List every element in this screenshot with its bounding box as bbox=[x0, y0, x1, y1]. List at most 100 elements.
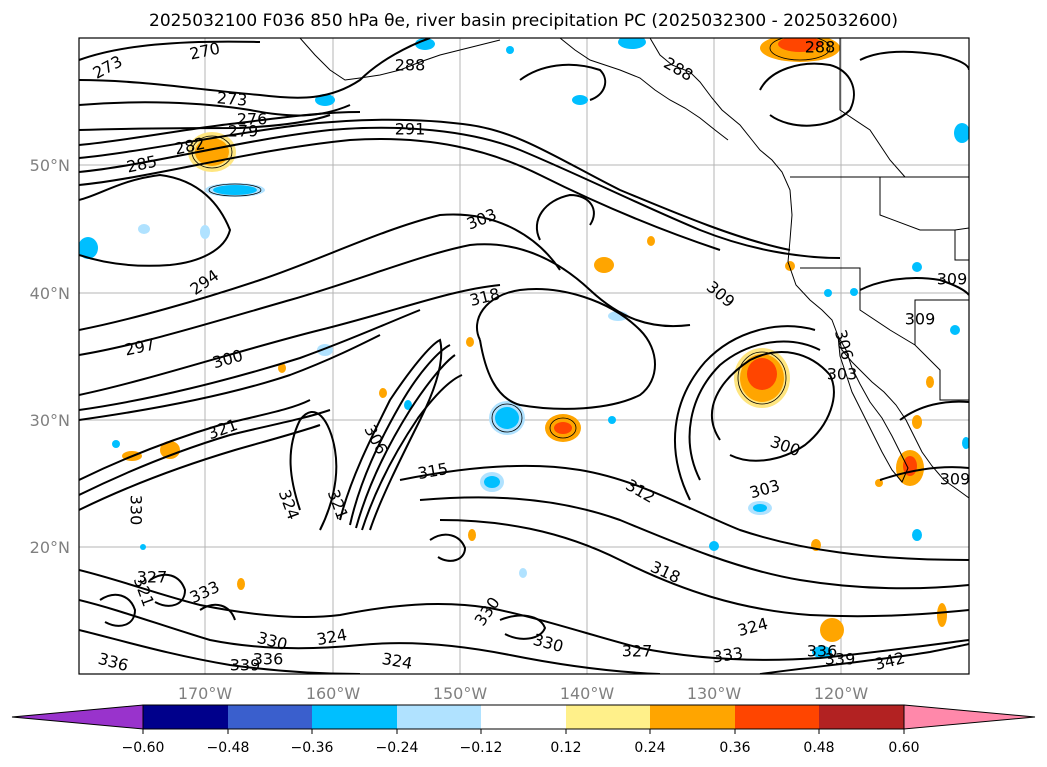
lon-label: 130°W bbox=[687, 684, 742, 703]
contour-line bbox=[399, 464, 969, 561]
contour-line bbox=[79, 284, 501, 396]
shade-outline bbox=[491, 403, 523, 433]
contour-line bbox=[535, 193, 595, 241]
contour-line bbox=[475, 288, 656, 410]
shade-cool bbox=[506, 46, 514, 54]
contour-label: 291 bbox=[395, 120, 426, 139]
lon-label: 140°W bbox=[560, 684, 615, 703]
shade-cool bbox=[484, 476, 500, 488]
colorbar-extend-high bbox=[903, 704, 1036, 730]
shade-outline bbox=[208, 183, 262, 197]
lat-label: 30°N bbox=[30, 411, 70, 430]
shade-cool bbox=[138, 224, 150, 234]
shade-cool bbox=[112, 440, 120, 448]
shade-cool bbox=[954, 123, 969, 143]
shade-warm bbox=[195, 138, 229, 166]
shade-cool bbox=[200, 225, 210, 239]
contour-line bbox=[499, 614, 547, 640]
shade-cool bbox=[912, 529, 922, 541]
shade-warm bbox=[747, 358, 777, 390]
shade-cool bbox=[213, 185, 257, 195]
shade-cool bbox=[753, 504, 767, 512]
contour-label: 273 bbox=[216, 88, 248, 110]
shade-warm bbox=[875, 479, 883, 487]
contour-line bbox=[439, 519, 969, 618]
shade-cool bbox=[572, 95, 588, 105]
contour-label: 288 bbox=[805, 38, 836, 57]
colorbar-segment bbox=[143, 705, 228, 729]
contour-line bbox=[759, 643, 969, 674]
shade-cool bbox=[404, 400, 412, 410]
contour-label: 336 bbox=[253, 650, 284, 669]
shade-warm bbox=[778, 38, 822, 52]
state-border-4 bbox=[800, 267, 969, 401]
contour-line bbox=[289, 411, 338, 531]
longitude-labels: 170°W 160°W 150°W 140°W 130°W 120°W bbox=[178, 684, 869, 703]
shade-warm bbox=[647, 236, 655, 246]
shade-outline bbox=[737, 351, 787, 405]
contour-line bbox=[688, 340, 821, 481]
coastlines bbox=[299, 38, 969, 499]
shade-warm bbox=[237, 578, 245, 590]
contour-line bbox=[355, 354, 456, 529]
contour-label: 336 bbox=[807, 642, 838, 661]
colorbar-tick-label: 0.48 bbox=[803, 740, 834, 756]
colorbar-segment bbox=[481, 705, 566, 729]
shade-cool bbox=[140, 544, 146, 550]
state-border-2 bbox=[839, 38, 906, 178]
shade-warm bbox=[937, 603, 947, 627]
shade-warm bbox=[820, 618, 844, 642]
colorbar-segment bbox=[650, 705, 735, 729]
colorbar-tick-label: 0.60 bbox=[888, 740, 919, 756]
colorbar-tick-label: −0.24 bbox=[376, 740, 419, 756]
lon-label: 120°W bbox=[814, 684, 869, 703]
shade-cool bbox=[495, 407, 519, 429]
lon-label: 160°W bbox=[306, 684, 361, 703]
contour-line bbox=[79, 114, 331, 131]
contour-label: 339 bbox=[825, 650, 856, 669]
figure-title: 2025032100 F036 850 hPa θe, river basin … bbox=[149, 11, 898, 31]
colorbar-tick-label: −0.48 bbox=[207, 740, 250, 756]
shade-cool bbox=[824, 289, 832, 297]
contour-line bbox=[759, 62, 855, 127]
shade-cool bbox=[912, 262, 922, 272]
contour-label: 309 bbox=[940, 470, 971, 489]
contour-line bbox=[79, 334, 381, 421]
lat-label: 50°N bbox=[30, 156, 70, 175]
lon-label: 150°W bbox=[433, 684, 488, 703]
colorbar-tick-label: 0.24 bbox=[634, 740, 665, 756]
colorbar-segment bbox=[228, 705, 312, 729]
shade-warm bbox=[554, 422, 572, 434]
contour-line bbox=[99, 593, 137, 627]
state-border-3 bbox=[879, 177, 969, 231]
contour-line bbox=[361, 374, 463, 531]
shade-warm bbox=[278, 363, 286, 373]
contour-line bbox=[79, 243, 691, 356]
colorbar-tick-label: −0.36 bbox=[291, 740, 334, 756]
shade-cool bbox=[812, 646, 832, 658]
contour-line bbox=[710, 351, 835, 462]
colorbar-segment bbox=[819, 705, 904, 729]
contour-label: 279 bbox=[228, 122, 259, 141]
map-frame bbox=[78, 37, 970, 675]
contour-line bbox=[859, 50, 969, 71]
contour-line bbox=[349, 344, 451, 526]
contour-line bbox=[79, 309, 421, 411]
shade-outline bbox=[549, 417, 577, 439]
contour-label: 309 bbox=[937, 270, 968, 289]
colorbar-tick-label: −0.12 bbox=[460, 740, 503, 756]
colorbar-tick-label: 0.36 bbox=[719, 740, 750, 756]
shade-cool bbox=[315, 94, 335, 106]
contour-label: 327 bbox=[137, 568, 168, 587]
colorbar-frame bbox=[142, 704, 905, 730]
contour-line bbox=[674, 325, 816, 501]
contour-line bbox=[429, 533, 467, 562]
contour-label: 339 bbox=[230, 656, 261, 675]
state-border-6 bbox=[914, 299, 969, 345]
colorbar bbox=[11, 704, 1036, 730]
contour-line bbox=[79, 138, 721, 251]
baja-peninsula bbox=[837, 335, 909, 483]
contour-line bbox=[79, 399, 311, 481]
